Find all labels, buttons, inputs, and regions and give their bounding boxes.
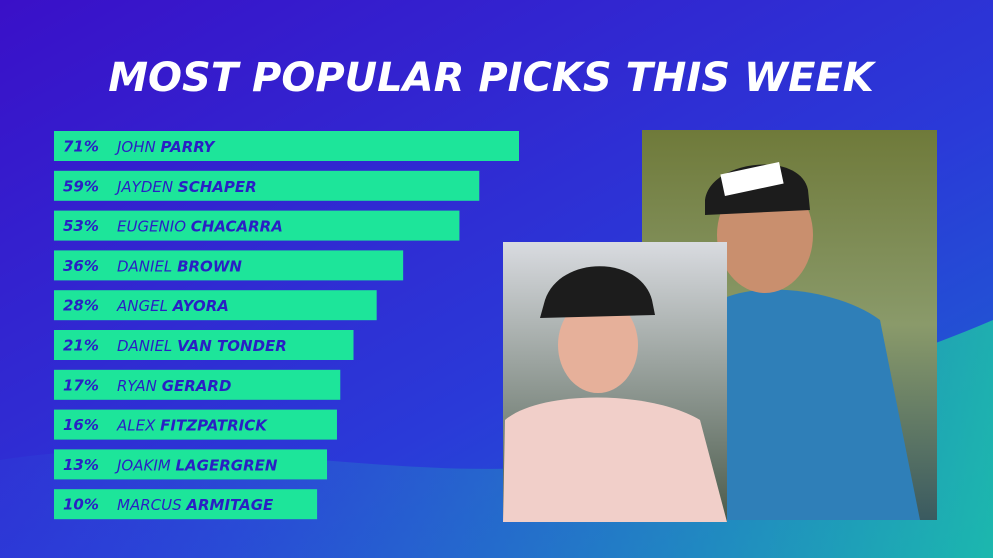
value-label: 28% [63,297,99,315]
last-name: SCHAPER [178,177,257,195]
value-label: 16% [63,416,99,434]
name-label: ALEX FITZPATRICK [116,416,268,434]
last-name: CHACARRA [191,217,283,235]
name-label: DANIEL BROWN [117,257,242,275]
last-name: AYORA [172,297,229,315]
value-label: 71% [63,138,99,156]
name-label: JAYDEN SCHAPER [114,177,257,195]
chart-title: MOST POPULAR PICKS THIS WEEK [108,55,877,101]
last-name: GERARD [162,376,232,394]
value-label: 36% [63,257,99,275]
bar [54,210,460,241]
last-name: LAGERGREN [175,456,277,474]
bar [54,290,377,321]
first-name: MARCUS [117,496,182,514]
first-name: DANIEL [117,257,172,275]
name-label: JOAKIM LAGERGREN [114,456,278,474]
name-label: ANGEL AYORA [116,297,229,315]
first-name: JAYDEN [114,177,173,195]
bar [54,409,337,440]
bar [54,131,519,161]
first-name: JOAKIM [114,456,171,474]
value-label: 53% [63,217,99,235]
last-name: PARRY [161,138,217,156]
bar [54,170,480,201]
name-label: MARCUS ARMITAGE [117,496,274,514]
value-label: 59% [63,177,99,195]
last-name: ARMITAGE [185,496,274,514]
value-label: 17% [63,376,99,394]
first-name: JOHN [114,138,156,156]
last-name: BROWN [177,257,242,275]
first-name: ANGEL [116,297,168,315]
name-label: RYAN GERARD [117,376,231,394]
first-name: ALEX [116,416,156,434]
bar [54,330,354,360]
bar [54,449,328,480]
name-label: DANIEL VAN TONDER [117,337,287,355]
bar [54,369,341,400]
bar [54,489,318,520]
last-name: FITZPATRICK [160,416,268,434]
first-name: RYAN [117,376,157,394]
name-label: EUGENIO CHACARRA [117,217,283,235]
photo-left [503,242,727,522]
first-name: DANIEL [117,337,172,355]
bar [54,250,404,281]
value-label: 10% [63,496,99,514]
name-label: JOHN PARRY [114,138,216,156]
value-label: 21% [63,337,99,355]
value-label: 13% [63,456,99,474]
first-name: EUGENIO [117,217,186,235]
last-name: VAN TONDER [177,337,287,355]
